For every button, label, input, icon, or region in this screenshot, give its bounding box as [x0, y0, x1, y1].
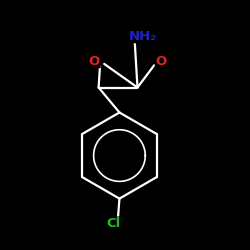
Text: O: O	[156, 54, 167, 68]
Text: NH₂: NH₂	[129, 30, 157, 43]
Text: O: O	[89, 54, 100, 68]
Text: Cl: Cl	[106, 217, 120, 230]
